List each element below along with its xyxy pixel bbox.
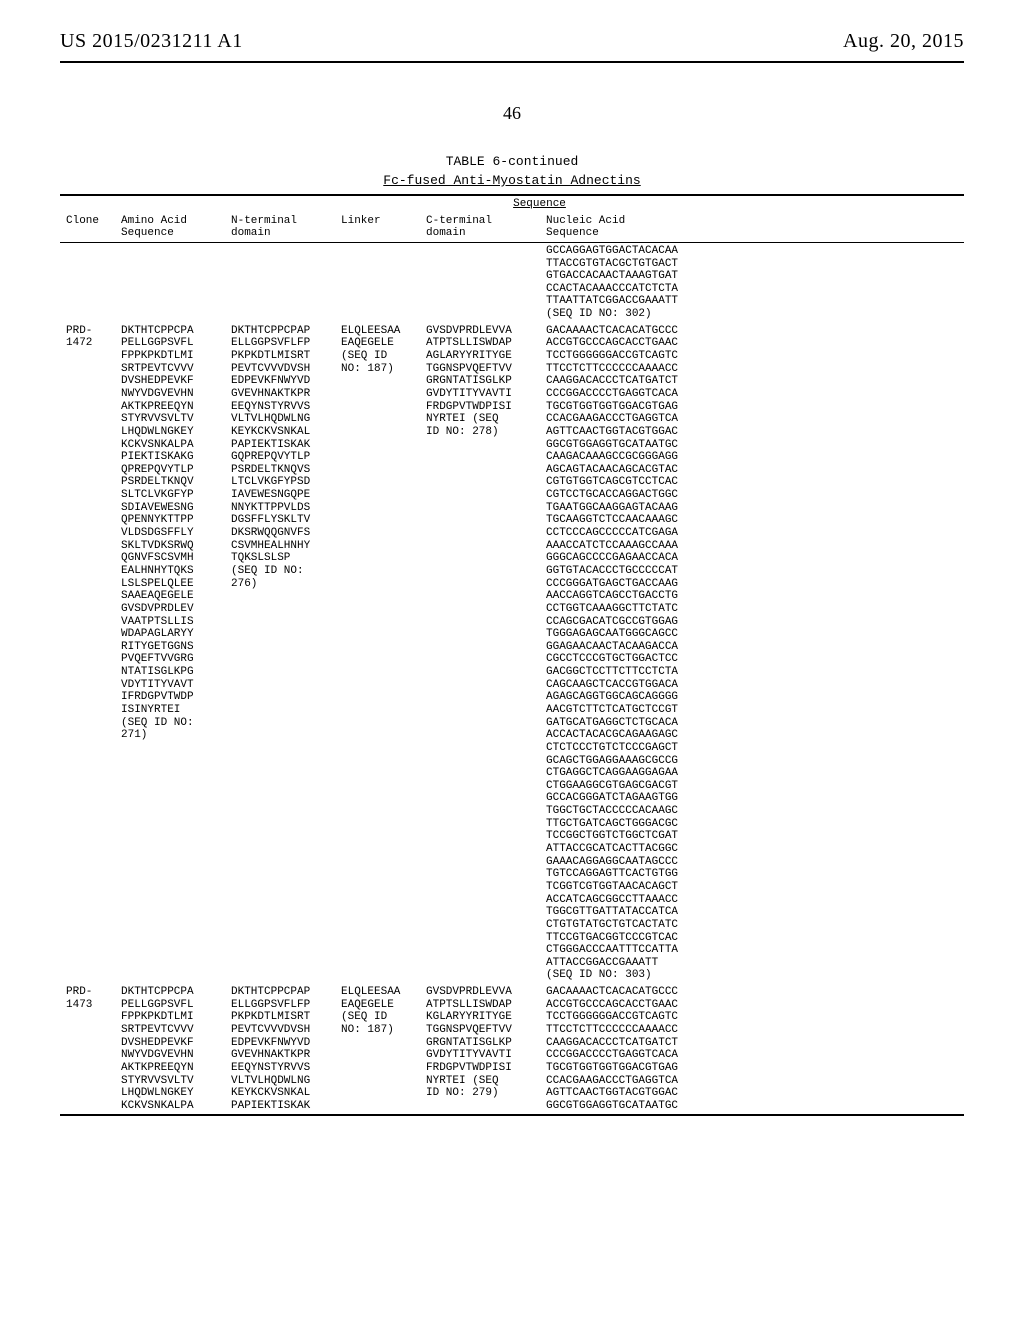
header-rule (60, 61, 964, 63)
cell-cterm: GVSDVPRDLEVVA ATPTSLLISWDAP KGLARYYRITYG… (420, 984, 540, 1114)
cell-cterm (420, 242, 540, 322)
cell-clone (60, 242, 115, 322)
cell-linker: ELQLEESAA EAQEGELE (SEQ ID NO: 187) (335, 323, 420, 984)
cell-nterm (225, 242, 335, 322)
cell-linker: ELQLEESAA EAQEGELE (SEQ ID NO: 187) (335, 984, 420, 1114)
column-header-row: Clone Amino Acid Sequence N-terminal dom… (60, 213, 964, 243)
col-clone-header: Clone (60, 213, 115, 243)
table-row: PRD- 1473 DKTHTCPPCPA PELLGGPSVFL FPPKPK… (60, 984, 964, 1114)
col-cterm-header: C-terminal domain (420, 213, 540, 243)
page-number: 46 (60, 103, 964, 124)
cell-nucleic: GACAAAACTCACACATGCCC ACCGTGCCCAGCACCTGAA… (540, 323, 964, 984)
sequence-label-row: Sequence (60, 196, 964, 213)
cell-cterm: GVSDVPRDLEVVA ATPTSLLISWDAP AGLARYYRITYG… (420, 323, 540, 984)
table-wrap: Sequence Clone Amino Acid Sequence N-ter… (60, 194, 964, 1116)
header-right: Aug. 20, 2015 (843, 30, 964, 53)
cell-linker (335, 242, 420, 322)
table-subcaption: Fc-fused Anti-Myostatin Adnectins (60, 173, 964, 188)
cell-amino (115, 242, 225, 322)
cell-amino: DKTHTCPPCPA PELLGGPSVFL FPPKPKDTLMI SRTP… (115, 984, 225, 1114)
cell-nterm: DKTHTCPPCPAP ELLGGPSVFLFP PKPKDTLMISRT P… (225, 323, 335, 984)
table-row: GCCAGGAGTGGACTACACAA TTACCGTGTACGCTGTGAC… (60, 242, 964, 322)
page: US 2015/0231211 A1 Aug. 20, 2015 46 TABL… (0, 0, 1024, 1320)
sequence-table: Sequence Clone Amino Acid Sequence N-ter… (60, 196, 964, 1114)
cell-clone: PRD- 1473 (60, 984, 115, 1114)
col-amino-header: Amino Acid Sequence (115, 213, 225, 243)
table-body: GCCAGGAGTGGACTACACAA TTACCGTGTACGCTGTGAC… (60, 242, 964, 1114)
header-left: US 2015/0231211 A1 (60, 30, 243, 53)
col-nterm-header: N-terminal domain (225, 213, 335, 243)
cell-amino: DKTHTCPPCPA PELLGGPSVFL FPPKPKDTLMI SRTP… (115, 323, 225, 984)
col-nucleic-header: Nucleic Acid Sequence (540, 213, 964, 243)
table-row: PRD- 1472 DKTHTCPPCPA PELLGGPSVFL FPPKPK… (60, 323, 964, 984)
col-linker-header: Linker (335, 213, 420, 243)
sequence-group-header: Sequence (115, 196, 964, 213)
cell-nucleic: GCCAGGAGTGGACTACACAA TTACCGTGTACGCTGTGAC… (540, 242, 964, 322)
page-header: US 2015/0231211 A1 Aug. 20, 2015 (60, 30, 964, 53)
cell-clone: PRD- 1472 (60, 323, 115, 984)
table-caption: TABLE 6-continued (60, 154, 964, 169)
cell-nterm: DKTHTCPPCPAP ELLGGPSVFLFP PKPKDTLMISRT P… (225, 984, 335, 1114)
cell-nucleic: GACAAAACTCACACATGCCC ACCGTGCCCAGCACCTGAA… (540, 984, 964, 1114)
